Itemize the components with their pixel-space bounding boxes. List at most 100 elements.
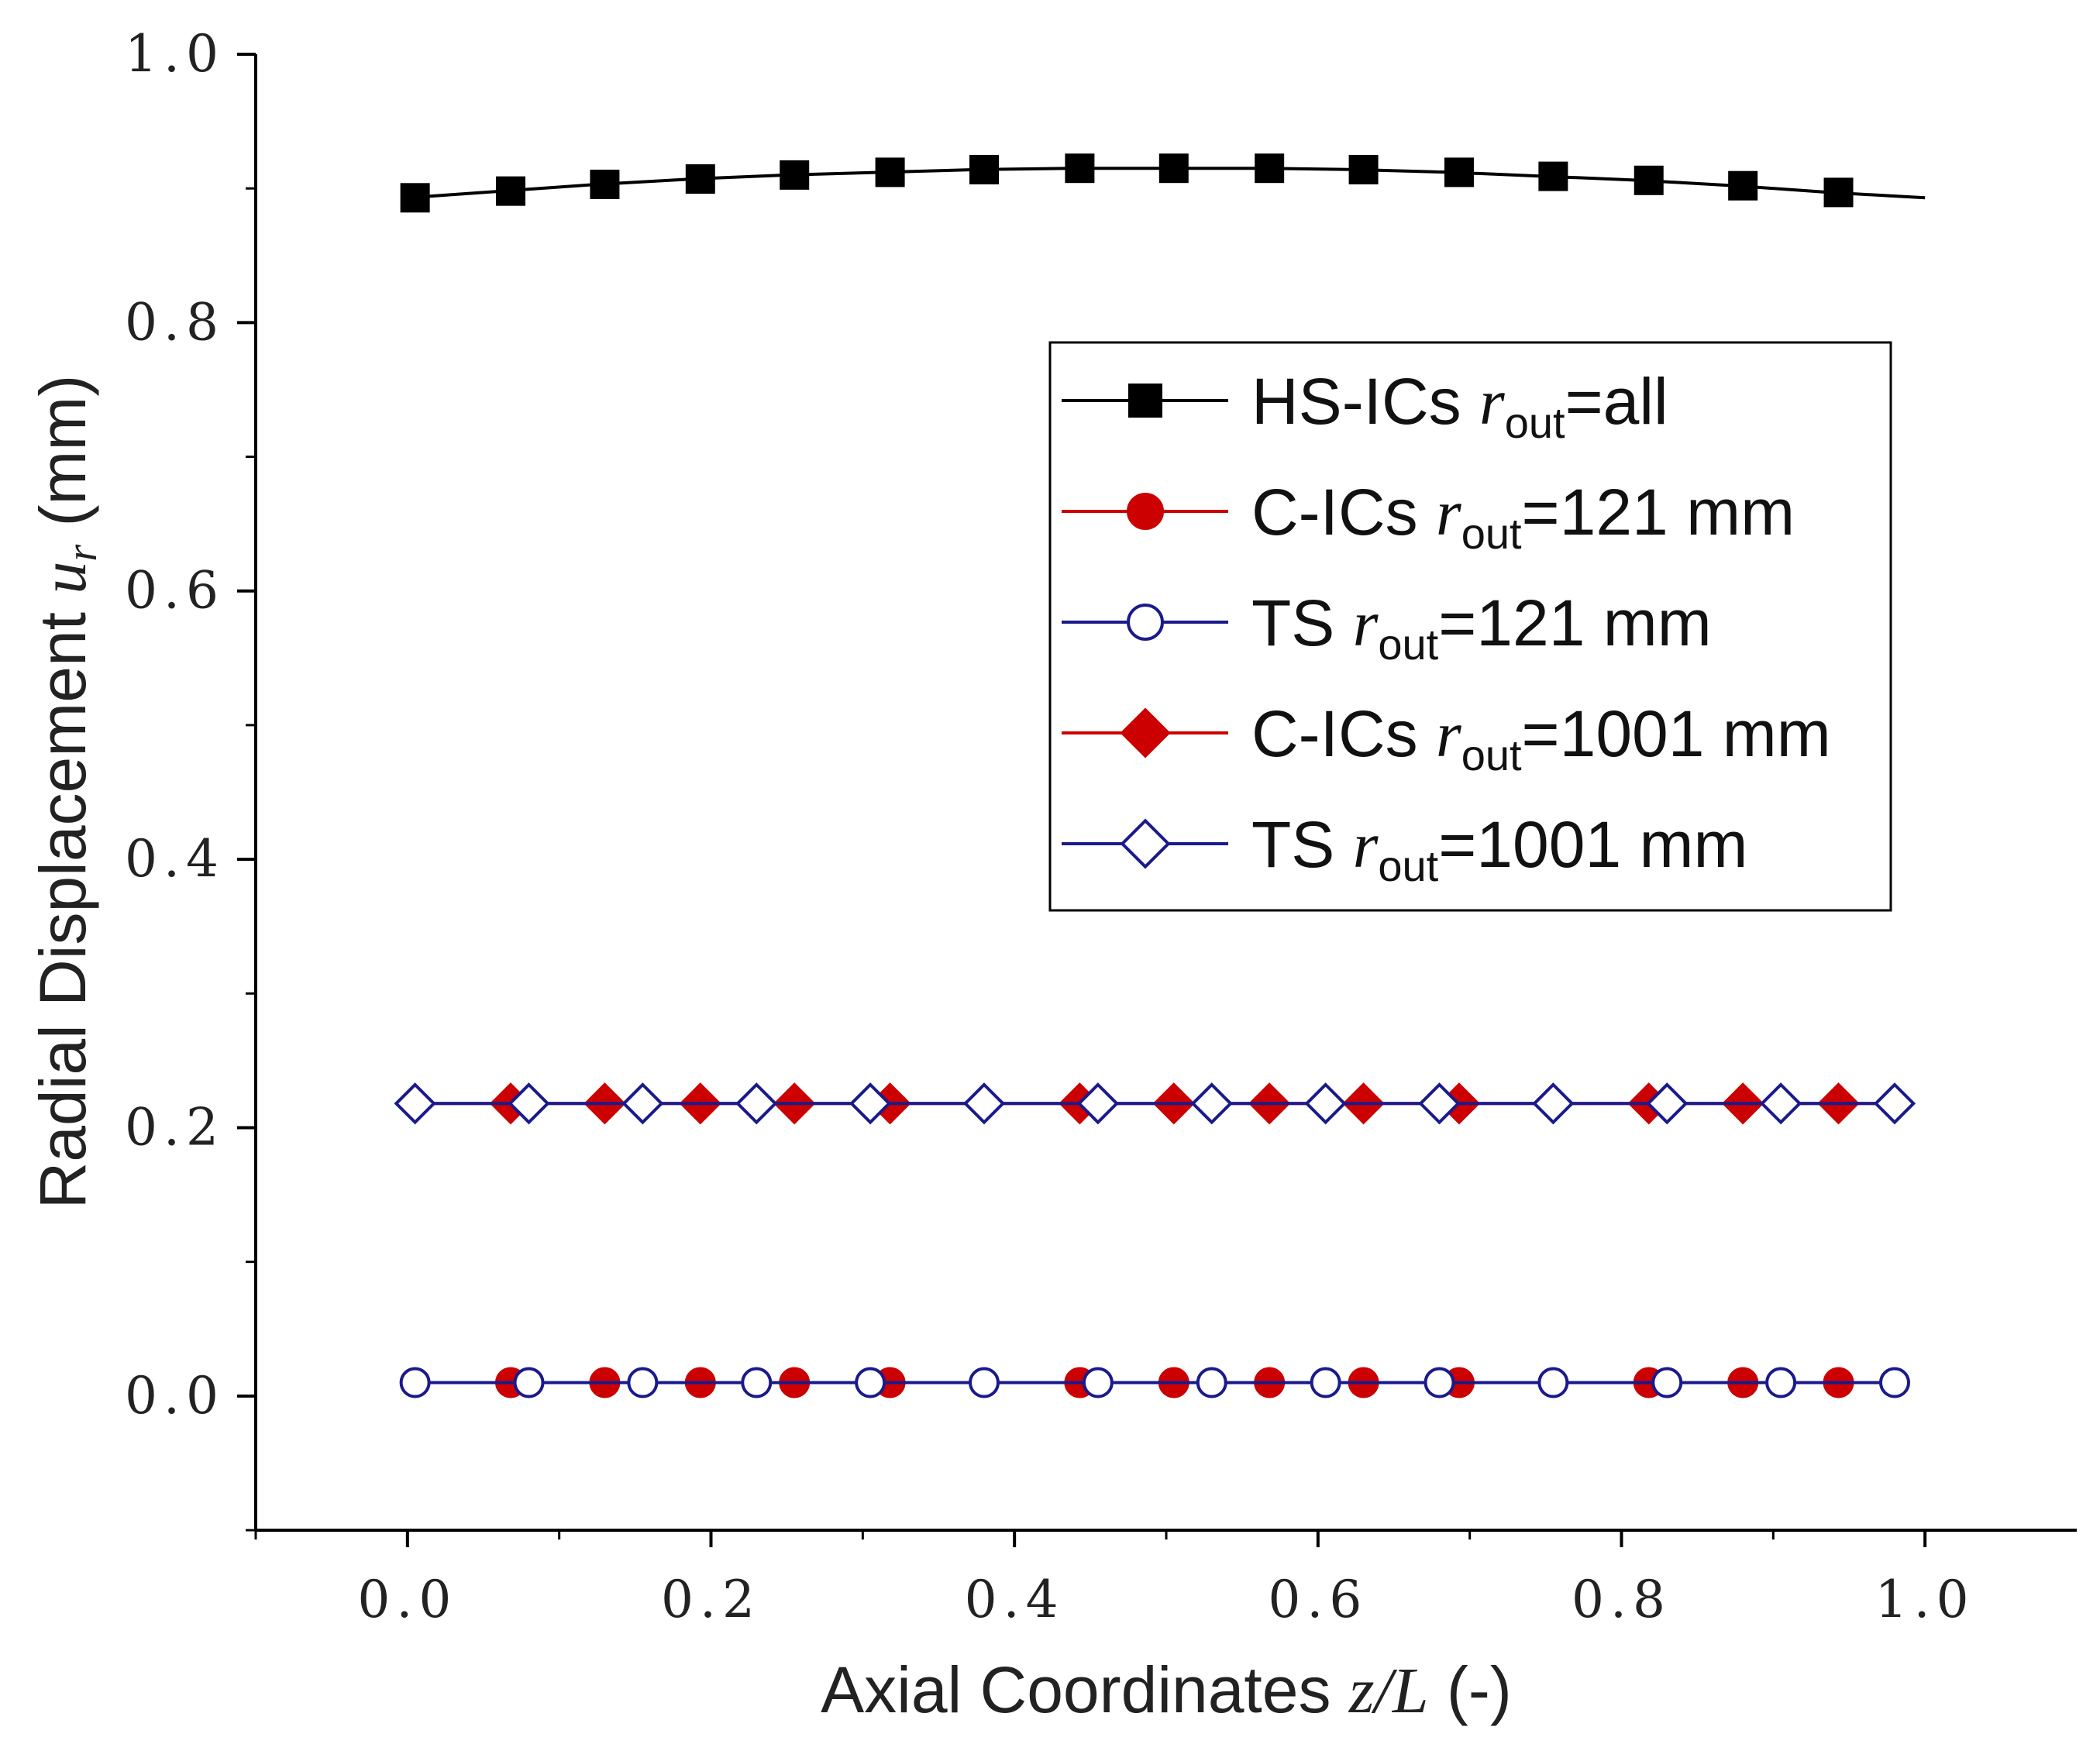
- data-point: [400, 183, 430, 213]
- legend-label-pre: HS-ICs: [1251, 365, 1479, 438]
- legend-marker: [1120, 818, 1171, 869]
- legend-item-ts-r-out-1001-mm: TS rout=1001 mm: [1062, 808, 1747, 890]
- legend-label-post: =121 mm: [1522, 476, 1795, 549]
- legend-label: C-ICs rout=1001 mm: [1251, 697, 1831, 779]
- legend-label-sub: out: [1461, 509, 1522, 558]
- data-point: [855, 1367, 886, 1398]
- data-point: [1158, 153, 1189, 184]
- x-axis-title-var: z/L: [1348, 1655, 1429, 1727]
- x-tick-label: 1.0: [1875, 1570, 1975, 1629]
- data-point: [685, 164, 715, 194]
- legend-label-pre: C-ICs: [1251, 697, 1436, 770]
- data-point: [849, 1082, 892, 1125]
- y-tick-label: 0.6: [125, 561, 225, 621]
- x-tick-label: 0.2: [661, 1570, 761, 1629]
- x-tick-label: 0.6: [1268, 1570, 1368, 1629]
- data-point: [1537, 1367, 1569, 1398]
- legend-item-hs-ics-r-out-all: HS-ICs rout=all: [1062, 365, 1668, 447]
- data-point: [1759, 1082, 1802, 1125]
- data-point: [1879, 1367, 1910, 1398]
- legend-label-sub: out: [1505, 398, 1565, 447]
- legend-label-post: =1001 mm: [1522, 697, 1831, 770]
- legend-label-pre: TS: [1251, 587, 1353, 659]
- legend-label: C-ICs rout=121 mm: [1251, 476, 1795, 558]
- legend-marker: [1128, 384, 1162, 418]
- x-axis-title-pre: Axial Coordinates: [821, 1653, 1349, 1726]
- x-tick-label: 0.0: [357, 1570, 457, 1629]
- data-point: [627, 1367, 659, 1398]
- legend-item-c-ics-r-out-121-mm: C-ICs rout=121 mm: [1062, 476, 1795, 558]
- series-ts-r-out-1001-mm: [394, 1082, 1916, 1125]
- series-hs-ics-r-out-all: [400, 153, 1926, 213]
- x-tick-label: 0.8: [1572, 1570, 1671, 1629]
- data-point: [496, 176, 525, 206]
- data-point: [513, 1367, 545, 1398]
- data-point: [1348, 154, 1379, 184]
- data-point: [735, 1082, 778, 1125]
- series-layer: [394, 153, 1926, 1398]
- data-point: [962, 1082, 1006, 1125]
- data-point: [1765, 1367, 1797, 1398]
- data-point: [1196, 1367, 1227, 1398]
- x-axis-title-post: (-): [1429, 1653, 1512, 1726]
- legend-label-post: =1001 mm: [1438, 808, 1747, 881]
- data-point: [590, 169, 620, 199]
- x-axis-title: Axial Coordinates z/L (-): [821, 1653, 1512, 1727]
- data-point: [1065, 153, 1095, 184]
- y-tick-label: 0.4: [125, 829, 225, 889]
- data-point: [1823, 177, 1854, 208]
- data-point: [621, 1082, 664, 1125]
- data-point: [1444, 157, 1474, 187]
- legend-label-sub: out: [1378, 841, 1438, 890]
- series-ts-r-out-121-mm: [399, 1367, 1910, 1398]
- data-point: [508, 1082, 550, 1125]
- legend-label-post: =all: [1565, 365, 1668, 438]
- data-point: [1304, 1082, 1347, 1125]
- y-tick-label: 0.0: [125, 1366, 225, 1426]
- data-point: [969, 154, 999, 184]
- y-axis-title-var: u: [28, 562, 100, 594]
- data-point: [875, 157, 905, 187]
- data-point: [1634, 165, 1664, 195]
- data-point: [780, 160, 810, 190]
- legend-label-var: r: [1479, 366, 1505, 439]
- data-point: [1532, 1082, 1575, 1125]
- data-point: [394, 1082, 436, 1125]
- data-point: [1310, 1367, 1341, 1398]
- legend-box: [1048, 341, 1892, 912]
- data-point: [1418, 1082, 1461, 1125]
- data-point: [1082, 1367, 1114, 1398]
- legend-label-var: r: [1353, 810, 1379, 882]
- data-point: [1728, 170, 1758, 201]
- legend-label: TS rout=1001 mm: [1251, 808, 1747, 890]
- legend-label-var: r: [1436, 477, 1461, 549]
- legend-label-sub: out: [1461, 731, 1522, 779]
- x-tick-label: 0.4: [965, 1570, 1065, 1629]
- legend-label: TS rout=121 mm: [1251, 587, 1712, 669]
- y-axis-title: Radial Displacement ur (mm): [26, 375, 106, 1209]
- y-tick-label: 0.8: [125, 292, 225, 352]
- y-tick-label: 0.2: [125, 1097, 225, 1157]
- legend-item-ts-r-out-121-mm: TS rout=121 mm: [1062, 587, 1712, 669]
- data-point: [1255, 153, 1285, 184]
- data-point: [1538, 161, 1568, 191]
- tick-layer: 0.0 0.2 0.4 0.6 0.8 1.0 0.0 0.2 0.4 0.6 0.8 1.0: [125, 24, 1975, 1629]
- y-axis-title-sub: r: [58, 545, 106, 562]
- legend-label-var: r: [1353, 588, 1379, 660]
- data-point: [399, 1367, 431, 1398]
- legend-label-sub: out: [1378, 620, 1438, 669]
- legend-marker: [1127, 493, 1164, 530]
- data-point: [1076, 1082, 1120, 1125]
- legend-label-pre: C-ICs: [1251, 476, 1436, 549]
- legend-item-c-ics-r-out-1001-mm: C-ICs rout=1001 mm: [1062, 697, 1831, 779]
- y-axis-title-post: (mm): [26, 375, 99, 545]
- data-point: [1424, 1367, 1455, 1398]
- y-axis-title-pre: Radial Displacement: [26, 594, 99, 1209]
- data-point: [1190, 1082, 1233, 1125]
- data-point: [1651, 1367, 1683, 1398]
- legend-marker: [1127, 604, 1164, 641]
- legend-label-post: =121 mm: [1438, 587, 1712, 659]
